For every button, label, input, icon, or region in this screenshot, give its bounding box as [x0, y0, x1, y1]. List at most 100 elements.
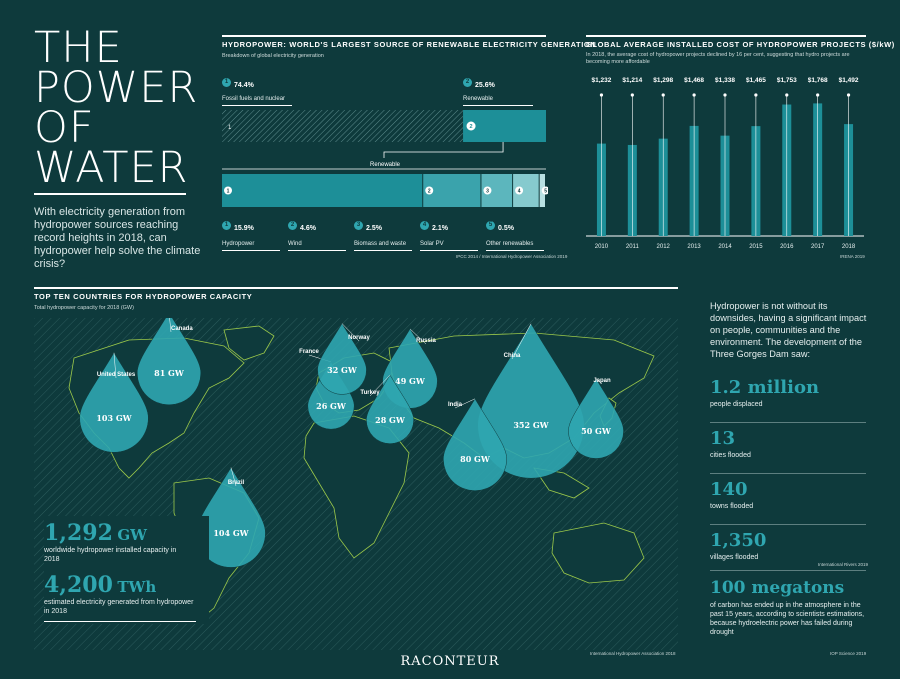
cost-value-label: $1,768 [808, 77, 828, 84]
drop-leader-line [454, 398, 476, 409]
drop-leader-line [113, 352, 117, 379]
drop-norway [317, 323, 367, 395]
fossil-pct: 74.4% [234, 82, 254, 89]
country-label: India [448, 402, 463, 408]
drop-leader-line [595, 378, 603, 385]
cost-chart: $1,232 2010 $1,214 2011 $1,298 2012 $1,468 2013… [586, 77, 864, 250]
fossil-underline [222, 105, 292, 106]
legend-underline [354, 250, 412, 251]
country-label: Norway [348, 335, 370, 341]
drop-value-label: 352 GW [513, 420, 549, 430]
renewable-seg-num-1: 1 [227, 189, 230, 195]
country-label: France [299, 349, 319, 355]
renewable-legend-item: 5 0.5% Other renewables [486, 217, 544, 251]
cost-rule [586, 35, 866, 37]
bracket-line [383, 142, 504, 158]
carbon-value: 100 megatons [710, 578, 845, 598]
downsides-source-1: International Rivers 2019 [818, 562, 869, 567]
title-line-2: POWER [34, 63, 199, 113]
drop-value-label: 80 GW [460, 454, 491, 464]
renewable-bar-num: 2 [470, 124, 473, 130]
year-tick-label: 2011 [626, 244, 640, 250]
fossil-bar-num: 1 [228, 125, 232, 131]
legend-label: Wind [288, 241, 302, 247]
year-tick-label: 2014 [718, 244, 732, 250]
renewable-seg-num-5: 5 [544, 189, 547, 195]
title-rule [34, 193, 186, 195]
brand-logo: RACONTEUR [400, 654, 500, 669]
drop-value-label: 103 GW [96, 413, 132, 423]
cost-bar-dot-2016 [785, 93, 789, 97]
renewable-legend-item: 3 2.5% Biomass and waste [354, 217, 412, 251]
renewable-seg-badge-5 [541, 186, 548, 195]
cost-bar-dot-2013 [692, 93, 696, 97]
generated-desc: estimated electricity generated from hyd… [44, 599, 194, 615]
country-label: Brazil [228, 480, 245, 486]
drop-value-label: 28 GW [375, 415, 406, 425]
legend-badge: 2 [288, 221, 297, 231]
title-line-4: WATER [34, 143, 189, 193]
legend-badge: 4 [420, 221, 429, 231]
cost-subtitle: In 2018, the average cost of hydropower … [586, 52, 850, 65]
drop-value-label: 50 GW [581, 426, 612, 436]
cost-value-label: $1,232 [591, 77, 611, 84]
renewable-legend-item: 1 15.9% Hydropower [222, 217, 280, 251]
cost-value-label: $1,753 [777, 77, 797, 84]
downside-stat: 140 towns flooded [710, 478, 866, 525]
badge-2: 2 [463, 78, 472, 88]
downsides-stats: 1.2 million people displaced 13 cities floo… [710, 376, 866, 580]
year-tick-label: 2012 [657, 244, 671, 250]
drop-canada [136, 318, 202, 406]
renewable-bracket-label: Renewable [370, 162, 401, 168]
renewable-seg-badge-3 [483, 186, 492, 195]
installed-unit: GW [117, 526, 147, 544]
drop-leader-line [511, 323, 532, 360]
breakdown-heading: HYDROPOWER: WORLD'S LARGEST SOURCE OF RE… [222, 40, 597, 49]
downside-stat-value: 1.2 million [710, 377, 820, 398]
drop-leader-line [409, 328, 427, 345]
cost-bar-dot-2018 [846, 93, 851, 97]
legend-underline [420, 250, 478, 251]
map-stats-panel: 1,292 GW worldwide hydropower installed … [44, 516, 209, 624]
map-heading: TOP TEN COUNTRIES FOR HYDROPOWER CAPACIT… [34, 292, 253, 301]
renewable-bar [463, 110, 546, 142]
drop-leader-line [169, 318, 172, 333]
cost-value-label: $1,298 [653, 77, 673, 84]
cost-source: IRENA 2019 [840, 254, 865, 259]
intro-text: With electricity generation from hydropo… [34, 206, 201, 270]
australia-shape [551, 522, 645, 584]
downside-stat-value: 13 [710, 428, 736, 449]
legend-label: Hydropower [222, 241, 255, 247]
renewable-seg-badge-4 [515, 186, 524, 195]
drop-value-label: 32 GW [327, 365, 358, 375]
title-line-3: OF [34, 103, 95, 153]
renewable-legend-item: 4 2.1% Solar PV [420, 217, 478, 251]
year-tick-label: 2015 [749, 244, 763, 250]
drop-value-label: 26 GW [316, 401, 347, 411]
legend-badge: 3 [354, 221, 363, 231]
greenland-shape [223, 325, 275, 361]
downside-stat: 1.2 million people displaced [710, 376, 866, 423]
renewable-seg-badge-2 [425, 186, 434, 195]
hydropower-drops: 81 GW Canada 103 GW United States 26 GW Franc… [79, 318, 624, 568]
map-subtitle: Total hydropower capacity for 2018 (GW) [34, 305, 134, 311]
renewable-pct: 25.6% [475, 82, 495, 89]
legend-underline [288, 250, 346, 251]
renewable-bar-badge [466, 121, 476, 131]
drop-value-label: 49 GW [395, 376, 426, 386]
divider-carbon [710, 570, 866, 571]
map-rule [34, 287, 678, 289]
country-label: United States [97, 372, 136, 378]
cost-bar-dot-2012 [661, 93, 665, 97]
renewables-legend: 1 15.9% Hydropower 2 4.6% Wind 3 2.5% Biomass an… [222, 217, 548, 251]
country-label: Canada [171, 326, 193, 332]
cost-value-label: $1,338 [715, 77, 735, 84]
cost-bar-dot-2017 [816, 93, 820, 97]
year-tick-label: 2013 [687, 244, 701, 250]
generated-unit: TWh [117, 578, 157, 596]
cost-value-label: $1,492 [839, 77, 859, 84]
country-label: Russia [416, 338, 436, 344]
renewable-underline [463, 105, 533, 106]
badge-1: 1 [222, 78, 231, 88]
renewable-seg-badge-1 [224, 186, 232, 195]
